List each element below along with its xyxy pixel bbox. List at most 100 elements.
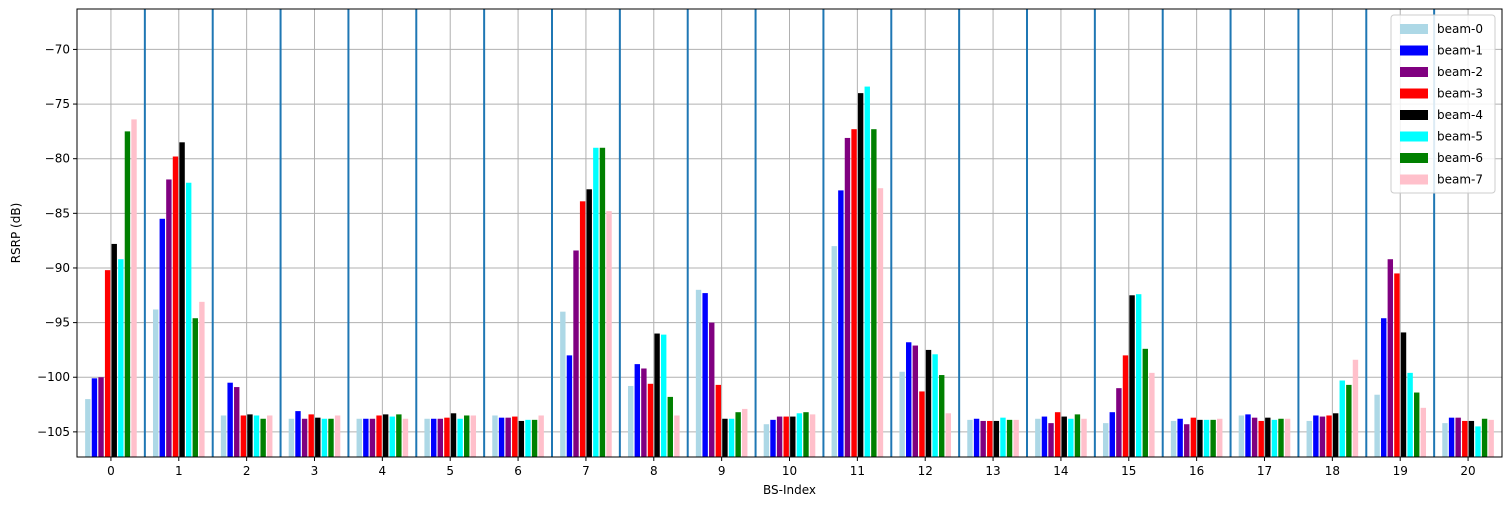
bar-beam-6-bs-11 [871,129,877,457]
bar-beam-7-bs-10 [809,414,816,457]
bar-beam-5-bs-14 [1068,418,1074,457]
bar-beam-3-bs-8 [647,383,654,457]
bar-beam-5-bs-6 [525,419,531,457]
bar-beam-7-bs-20 [1488,419,1494,457]
bar-beam-0-bs-8 [627,385,634,457]
grid [77,9,1502,457]
bar-beam-3-bs-15 [1122,355,1129,457]
bar-beam-4-bs-9 [722,418,728,457]
bar-beam-1-bs-1 [159,218,165,457]
bar-beam-2-bs-12 [912,345,919,457]
bar-beam-4-bs-18 [1332,413,1339,457]
x-tick-label: 11 [850,464,865,478]
bar-beam-2-bs-4 [369,418,376,457]
x-tick-label: 4 [379,464,387,478]
legend-box [1390,14,1496,194]
bar-beam-1-bs-11 [838,190,844,457]
bar-beam-7-bs-14 [1081,418,1087,457]
legend: beam-0 beam-1 beam-2 beam-3 beam-4 beam-5 beam… [1390,14,1496,194]
bar-beam-3-bs-14 [1054,412,1061,457]
bar-beam-0-bs-0 [85,399,91,457]
bar-beam-5-bs-10 [796,413,803,457]
bar-beam-1-bs-9 [702,293,708,457]
bar-beam-3-bs-5 [444,417,450,457]
bar-beam-2-bs-19 [1387,259,1394,457]
x-tick-label: 3 [311,464,319,478]
bar-beam-1-bs-17 [1245,414,1251,457]
bar-beam-5-bs-17 [1271,419,1278,457]
bar-beam-4-bs-13 [993,420,1000,457]
bar-beam-6-bs-9 [735,412,741,457]
bar-beam-2-bs-14 [1048,423,1054,457]
bar-beam-2-bs-9 [709,322,715,457]
bar-beam-0-bs-11 [831,246,837,457]
bar-beam-2-bs-15 [1116,388,1122,457]
bar-beam-6-bs-7 [599,147,606,457]
x-tick-label: 13 [985,464,1000,478]
y-tick-label: −100 [37,370,70,384]
y-tick-label: −95 [45,316,70,330]
bar-beam-3-bs-17 [1258,420,1264,457]
y-tick-label: −105 [37,425,70,439]
bar-beam-5-bs-3 [321,418,328,457]
bar-beam-6-bs-2 [260,418,266,457]
x-tick-label: 7 [582,464,590,478]
y-tick-label: −80 [45,152,70,166]
bar-beam-7-bs-15 [1149,372,1155,457]
bar-beam-2-bs-8 [641,368,647,457]
bar-beam-6-bs-20 [1481,418,1488,457]
bar-beam-7-bs-11 [877,188,884,457]
bar-beam-6-bs-15 [1142,348,1148,457]
bar-beam-2-bs-18 [1319,416,1326,457]
bar-beam-5-bs-0 [118,259,124,457]
x-tick-label: 12 [918,464,933,478]
bar-beam-1-bs-7 [566,355,573,457]
legend-label-beam-6: beam-6 [1437,151,1483,165]
bar-beam-3-bs-0 [104,270,111,457]
bar-beam-4-bs-4 [382,414,389,457]
bar-beam-5-bs-8 [660,334,667,457]
bar-beam-5-bs-12 [932,354,938,457]
bar-beam-0-bs-5 [424,418,430,457]
bar-beam-1-bs-20 [1448,417,1455,457]
bar-beam-7-bs-0 [131,119,137,458]
bs-separator-lines [143,9,1436,457]
bar-beam-0-bs-15 [1102,423,1109,457]
bar-beam-1-bs-0 [91,378,98,457]
legend-label-beam-0: beam-0 [1437,22,1483,36]
bar-beam-0-bs-19 [1374,394,1380,457]
bar-beam-7-bs-6 [538,415,544,457]
bar-beam-7-bs-12 [945,413,952,457]
x-tick-label: 19 [1393,464,1408,478]
legend-swatch-beam-5 [1400,131,1428,142]
x-tick-label: 2 [243,464,251,478]
x-axis: 0 1 2 3 4 5 6 7 8 9 10 11 12 13 14 15 16 17 18 19 20 [107,457,1476,478]
bar-beam-4-bs-0 [111,243,117,457]
bar-beam-2-bs-13 [980,420,986,457]
bars [85,86,1494,458]
x-tick-label: 5 [446,464,454,478]
bar-beam-7-bs-17 [1284,418,1291,457]
bar-beam-5-bs-20 [1475,426,1481,457]
bar-beam-4-bs-1 [179,142,185,457]
bar-beam-5-bs-7 [593,147,599,457]
bar-beam-7-bs-7 [606,211,612,457]
bar-beam-3-bs-16 [1190,417,1197,457]
bar-beam-1-bs-6 [498,417,505,457]
bar-beam-6-bs-5 [464,415,470,457]
bar-beam-0-bs-9 [695,289,702,457]
bar-beam-6-bs-18 [1346,384,1352,457]
bar-beam-5-bs-2 [253,415,260,457]
y-tick-label: −75 [45,97,70,111]
bar-beam-3-bs-12 [919,391,925,457]
bar-beam-1-bs-2 [227,382,233,457]
bar-beam-1-bs-3 [295,411,301,457]
bar-beam-4-bs-16 [1197,419,1203,457]
bar-beam-6-bs-6 [531,419,538,457]
x-tick-label: 18 [1325,464,1340,478]
bar-beam-3-bs-18 [1326,415,1332,457]
bar-beam-2-bs-11 [844,137,851,457]
bar-beam-4-bs-8 [654,333,660,457]
bar-beam-3-bs-10 [783,416,789,457]
